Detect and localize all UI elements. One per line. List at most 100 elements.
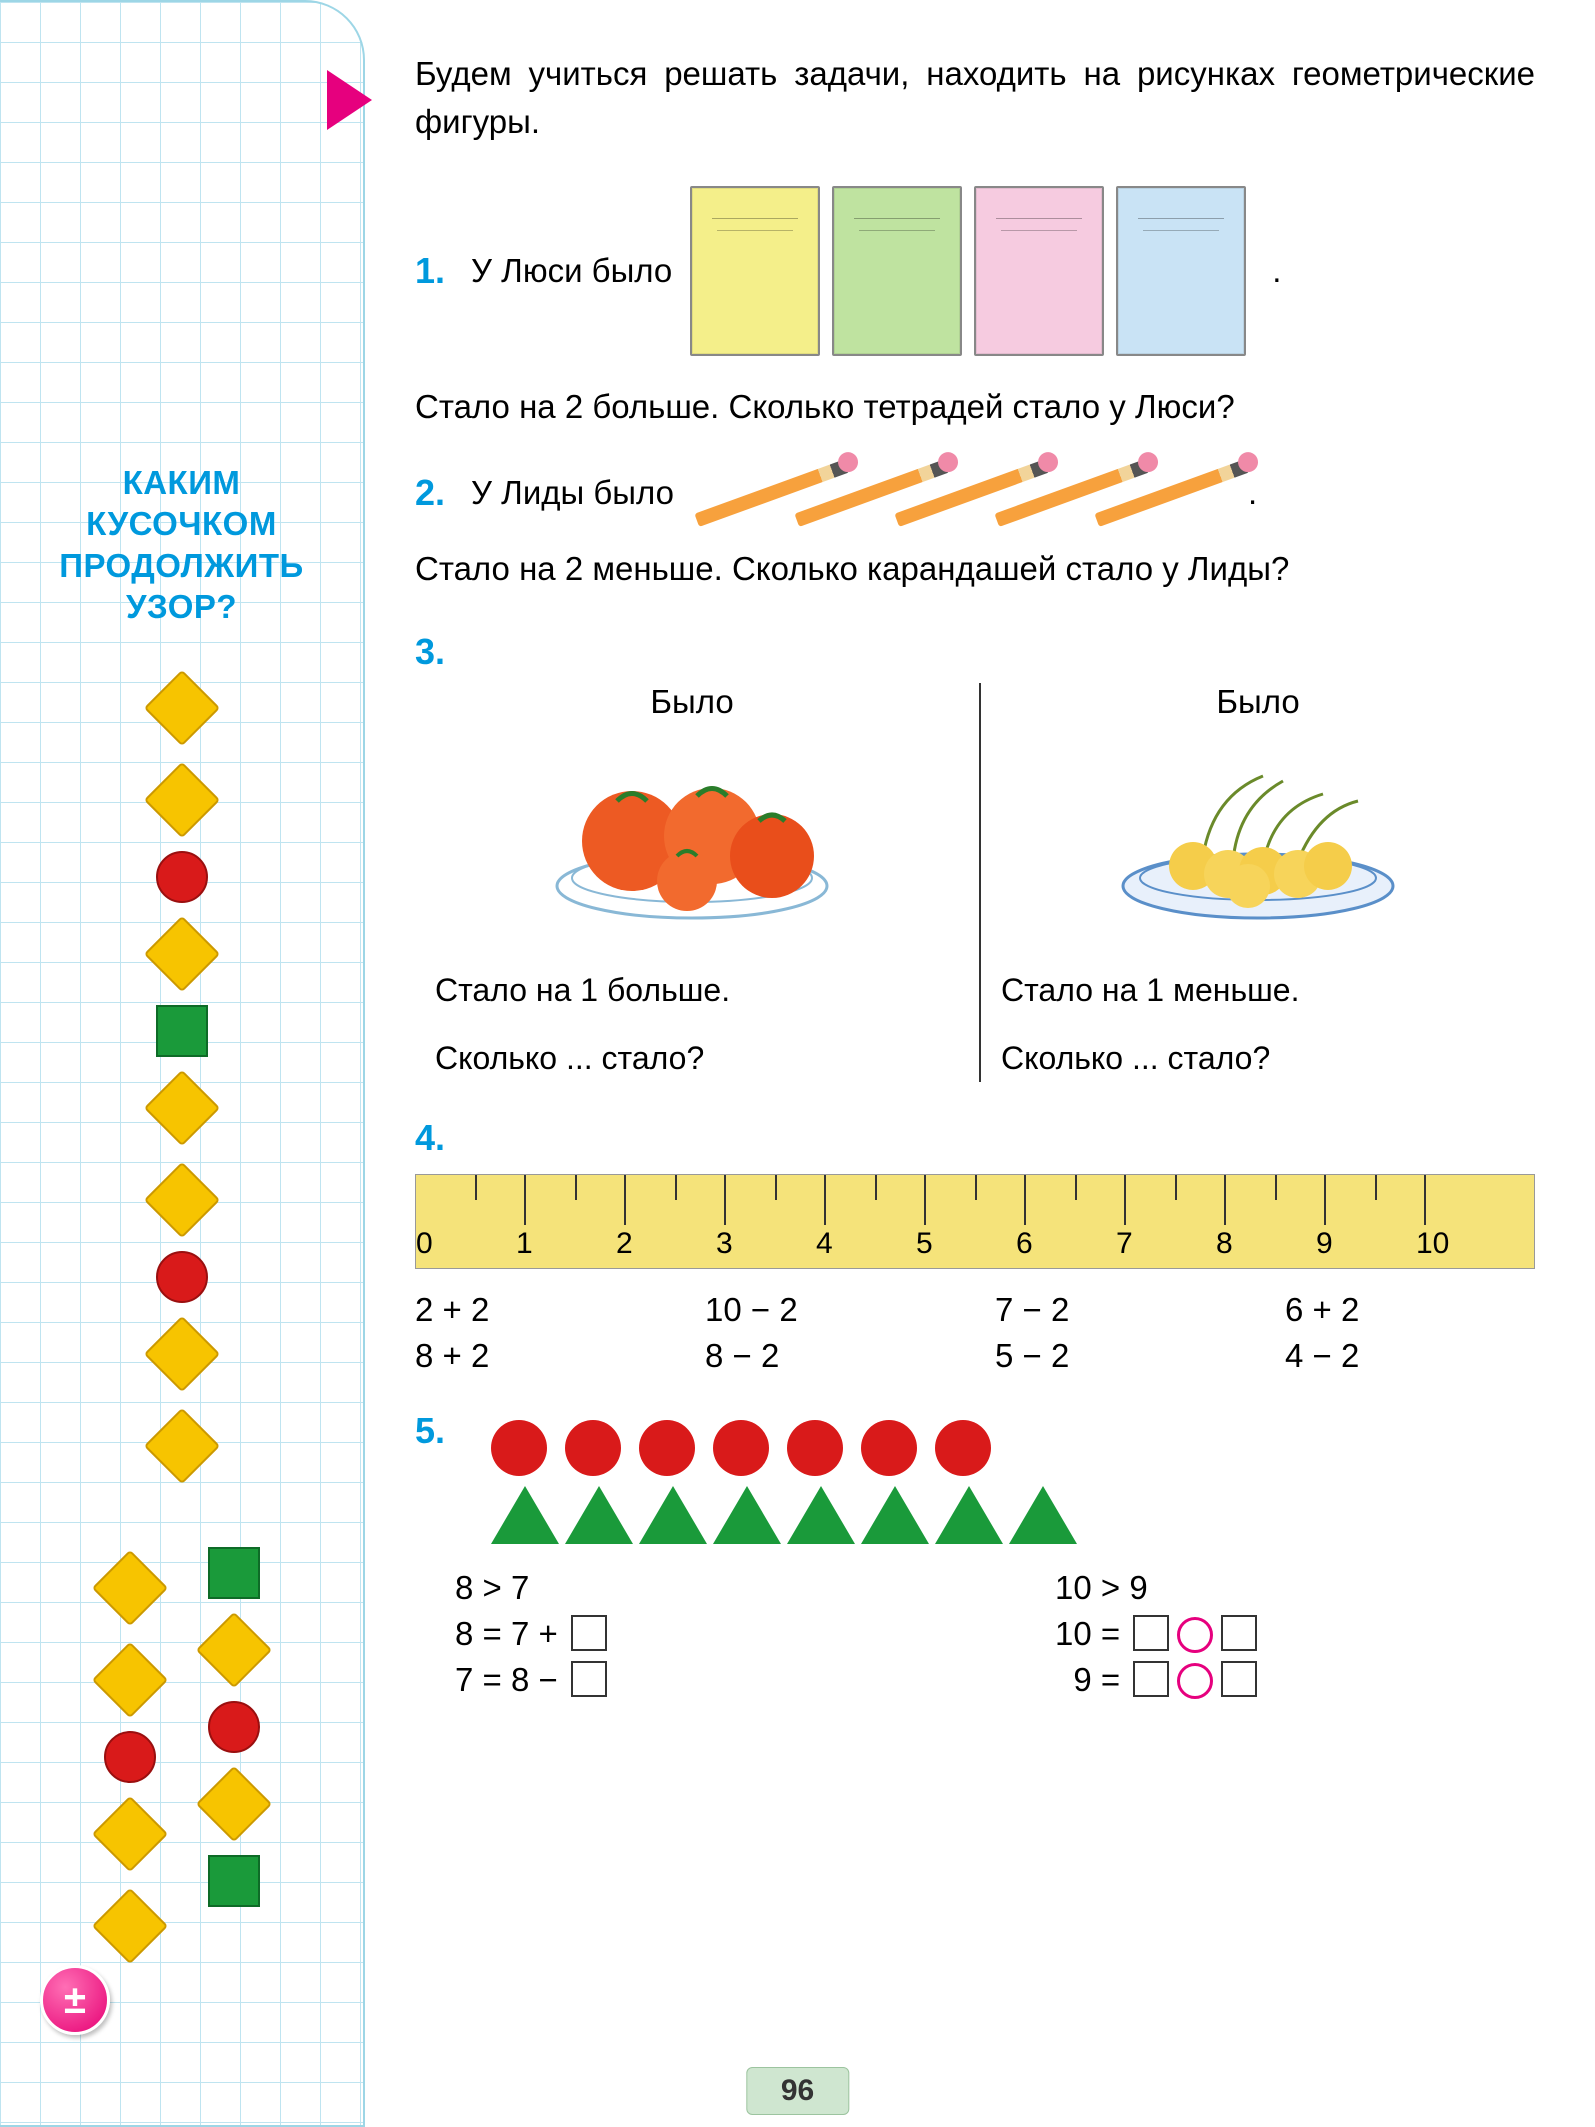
ruler-tick: 3 (724, 1175, 824, 1225)
ruler-number: 6 (1016, 1227, 1114, 1261)
diamond-icon (143, 916, 219, 992)
circle-icon (208, 1701, 260, 1753)
ruler-number: 3 (716, 1227, 814, 1261)
square-icon (208, 1855, 260, 1907)
ruler-number: 9 (1316, 1227, 1414, 1261)
task3-left: Было Стало на 1 больше. Сколько ... стал… (415, 683, 981, 1082)
red-circle-icon (713, 1420, 769, 1476)
task-number: 3. (415, 631, 445, 673)
notebooks (690, 186, 1246, 356)
diamond-icon (91, 1550, 167, 1626)
square-icon (156, 1005, 208, 1057)
diamond-icon (143, 762, 219, 838)
expression: 7 − 2 (995, 1291, 1245, 1329)
ruler-tick: 1 (524, 1175, 624, 1225)
label-bilo: Было (1001, 683, 1515, 721)
task-2: 2. У Лиды было . Стало на 2 меньше. Скол… (415, 468, 1535, 595)
ruler-number: 1 (516, 1227, 614, 1261)
task-3: 3. Было Стало на 1 больше. Сколько ... с… (415, 631, 1535, 1082)
diamond-icon (143, 1408, 219, 1484)
ruler: 012345678910 (415, 1174, 1535, 1269)
pattern-option-left (103, 1547, 157, 1967)
eq: 10 = (1055, 1615, 1535, 1653)
task3-q2: Сколько ... стало? (435, 1034, 949, 1082)
title-line: УЗОР? (20, 586, 343, 627)
expression: 10 − 2 (705, 1291, 955, 1329)
ruler-number: 7 (1116, 1227, 1214, 1261)
ruler-number: 10 (1416, 1227, 1514, 1261)
task-1: 1. У Люси было . Стало на 2 больше. Скол… (415, 186, 1535, 434)
green-triangle-icon (491, 1486, 559, 1544)
diamond-icon (91, 1796, 167, 1872)
expression: 2 + 2 (415, 1291, 665, 1329)
task3-right: Было Стало на 1 меньше. Сколько ... с (981, 683, 1535, 1082)
expression: 8 − 2 (705, 1337, 955, 1375)
eq: 8 > 7 (455, 1569, 935, 1607)
ruler-tick: 2 (624, 1175, 724, 1225)
task-follow: Стало на 2 больше. Сколько тетрадей стал… (415, 381, 1535, 434)
ruler-number: 2 (616, 1227, 714, 1261)
task-lead: У Люси было (471, 246, 672, 296)
task-number: 1. (415, 250, 445, 292)
ruler-tick: 4 (824, 1175, 924, 1225)
page-number: 96 (746, 2067, 849, 2115)
pencils (722, 478, 1222, 508)
green-triangle-icon (713, 1486, 781, 1544)
period: . (1248, 474, 1257, 512)
task5-shapes (491, 1420, 1077, 1569)
expression: 8 + 2 (415, 1337, 665, 1375)
diamond-icon (91, 1888, 167, 1964)
task-number: 2. (415, 472, 445, 514)
ruler-tick: 9 (1324, 1175, 1424, 1225)
circle-icon (156, 1251, 208, 1303)
diamond-icon (143, 1162, 219, 1238)
arrow-icon (327, 70, 372, 130)
diamond-icon (143, 670, 219, 746)
task3-q2: Сколько ... стало? (1001, 1034, 1515, 1082)
sidebar: КАКИМ КУСОЧКОМ ПРОДОЛЖИТЬ УЗОР? ± (0, 0, 365, 2127)
ruler-tick: 10 (1424, 1175, 1524, 1225)
triangles-row (491, 1486, 1077, 1544)
eq: 10 > 9 (1055, 1569, 1535, 1607)
expression: 4 − 2 (1285, 1337, 1535, 1375)
task-4: 4. 012345678910 2 + 210 − 27 − 26 + 28 +… (415, 1117, 1535, 1375)
green-triangle-icon (787, 1486, 855, 1544)
intro-text: Будем учиться решать задачи, находить на… (415, 50, 1535, 146)
notebook-icon (974, 186, 1104, 356)
notebook-icon (690, 186, 820, 356)
expression: 6 + 2 (1285, 1291, 1535, 1329)
content: Будем учиться решать задачи, находить на… (365, 0, 1595, 2127)
task-5: 5. 8 > 7 10 > 9 8 = 7 + 10 = 7 = 8 − 9 = (415, 1410, 1535, 1699)
pattern-options (20, 1547, 343, 1967)
title-line: КУСОЧКОМ (20, 503, 343, 544)
task3-q1: Стало на 1 больше. (435, 966, 949, 1014)
period: . (1272, 252, 1281, 290)
ruler-tick: 6 (1024, 1175, 1124, 1225)
red-circle-icon (639, 1420, 695, 1476)
red-circle-icon (935, 1420, 991, 1476)
plusminus-badge-icon: ± (40, 1965, 110, 2035)
circle-icon (156, 851, 208, 903)
notebook-icon (1116, 186, 1246, 356)
diamond-icon (195, 1612, 271, 1688)
diamond-icon (143, 1070, 219, 1146)
ruler-number: 5 (916, 1227, 1014, 1261)
task-number: 4. (415, 1117, 445, 1158)
diamond-icon (91, 1642, 167, 1718)
expressions-grid: 2 + 210 − 27 − 26 + 28 + 28 − 25 − 24 − … (415, 1291, 1535, 1375)
task-number: 5. (415, 1410, 445, 1452)
red-circle-icon (491, 1420, 547, 1476)
task3-q1: Стало на 1 меньше. (1001, 966, 1515, 1014)
eq: 9 = (1055, 1661, 1535, 1699)
title-line: ПРОДОЛЖИТЬ (20, 545, 343, 586)
circle-icon (104, 1731, 156, 1783)
sidebar-title: КАКИМ КУСОЧКОМ ПРОДОЛЖИТЬ УЗОР? (20, 462, 343, 627)
task-lead: У Лиды было (471, 468, 674, 518)
green-triangle-icon (861, 1486, 929, 1544)
circles-row (491, 1420, 1077, 1476)
diamond-icon (195, 1766, 271, 1842)
ruler-tick: 7 (1124, 1175, 1224, 1225)
green-triangle-icon (639, 1486, 707, 1544)
cherries-plate-icon (1113, 746, 1403, 926)
notebook-icon (832, 186, 962, 356)
